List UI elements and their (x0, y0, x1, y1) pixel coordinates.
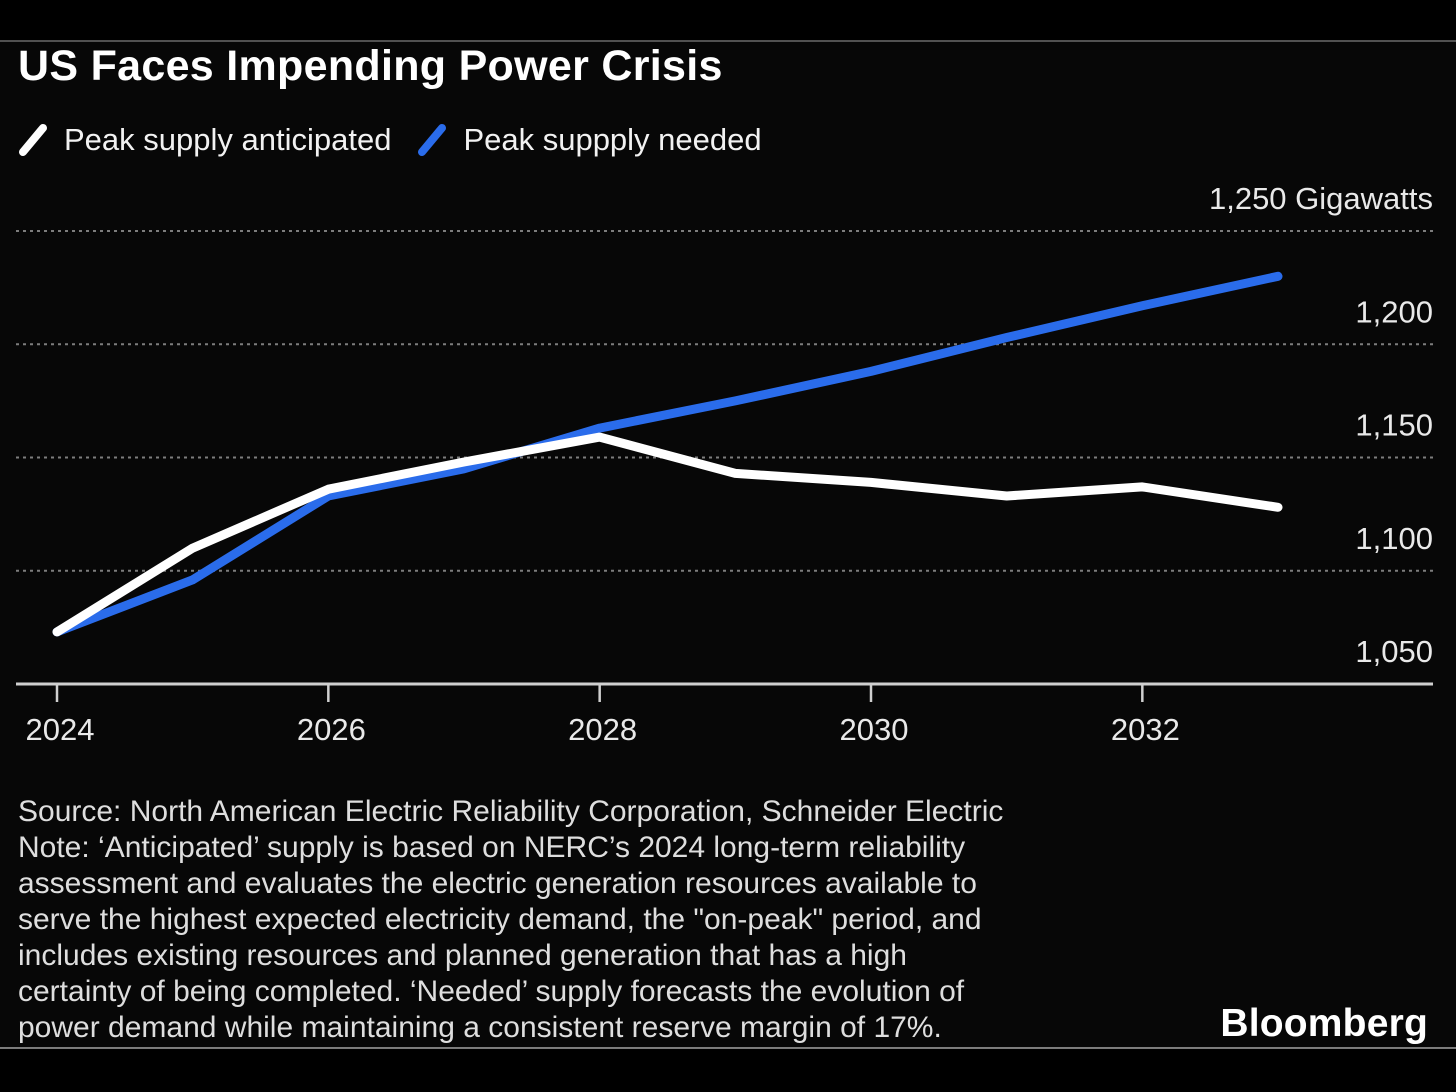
svg-text:2032: 2032 (1111, 712, 1180, 747)
svg-text:1,150: 1,150 (1355, 408, 1433, 443)
top-divider (0, 40, 1456, 42)
svg-text:2026: 2026 (297, 712, 366, 747)
bottom-divider (0, 1047, 1456, 1049)
svg-text:2030: 2030 (840, 712, 909, 747)
svg-text:1,200: 1,200 (1355, 294, 1433, 329)
legend-item-anticipated: Peak supply anticipated (18, 122, 391, 158)
source-note: Source: North American Electric Reliabil… (18, 795, 1004, 1044)
page-title: US Faces Impending Power Crisis (18, 42, 723, 90)
legend-item-needed: Peak suppply needed (417, 122, 762, 158)
legend-label: Peak supply anticipated (64, 122, 392, 157)
svg-text:1,100: 1,100 (1355, 521, 1433, 556)
svg-text:1,050: 1,050 (1355, 634, 1433, 669)
blue-slash-icon (418, 124, 447, 156)
svg-text:2028: 2028 (568, 712, 637, 747)
svg-text:1,250 Gigawatts: 1,250 Gigawatts (1209, 181, 1433, 216)
legend-label: Peak suppply needed (463, 122, 762, 157)
svg-text:2024: 2024 (26, 712, 95, 747)
line-chart: 1,050 1,100 1,150 1,200 1,250 Gigawatts 2024 2… (16, 181, 1433, 747)
chart-legend: Peak supply anticipated Peak suppply nee… (18, 122, 762, 158)
bloomberg-logo: Bloomberg (1220, 1002, 1428, 1045)
white-slash-icon (19, 124, 47, 156)
